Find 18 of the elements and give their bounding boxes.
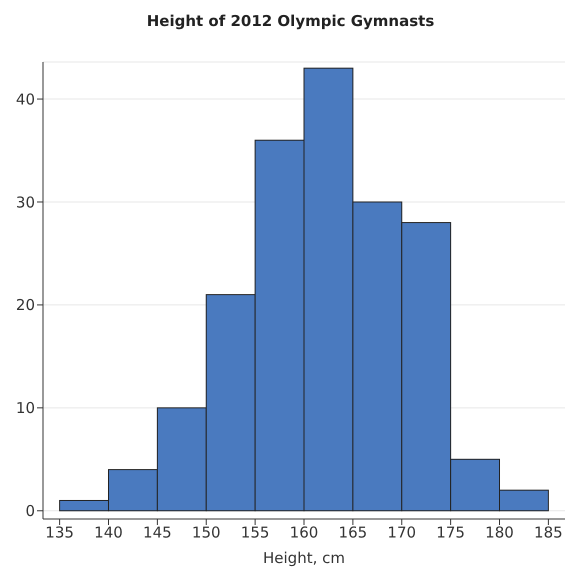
x-tick-label: 135 bbox=[45, 524, 74, 542]
y-tick-label: 40 bbox=[16, 90, 35, 108]
x-tick-label: 165 bbox=[338, 524, 368, 542]
x-axis-title: Height, cm bbox=[263, 549, 345, 567]
x-tick-label: 170 bbox=[387, 524, 416, 542]
y-tick-label: 0 bbox=[25, 502, 35, 520]
x-tick-label: 180 bbox=[485, 524, 514, 542]
x-tick-label: 160 bbox=[290, 524, 318, 542]
y-tick-label: 20 bbox=[16, 296, 35, 314]
y-tick-label: 30 bbox=[16, 193, 35, 212]
x-tick-label: 155 bbox=[240, 524, 270, 542]
x-tick-label: 185 bbox=[534, 524, 563, 542]
x-tick-label: 145 bbox=[143, 524, 172, 542]
x-tick-label: 140 bbox=[94, 524, 123, 542]
chart-title: Height of 2012 Olympic Gymnasts bbox=[146, 11, 436, 32]
x-tick-label: 175 bbox=[436, 524, 465, 542]
x-tick-label: 150 bbox=[192, 524, 221, 542]
y-tick-label: 10 bbox=[16, 399, 35, 418]
